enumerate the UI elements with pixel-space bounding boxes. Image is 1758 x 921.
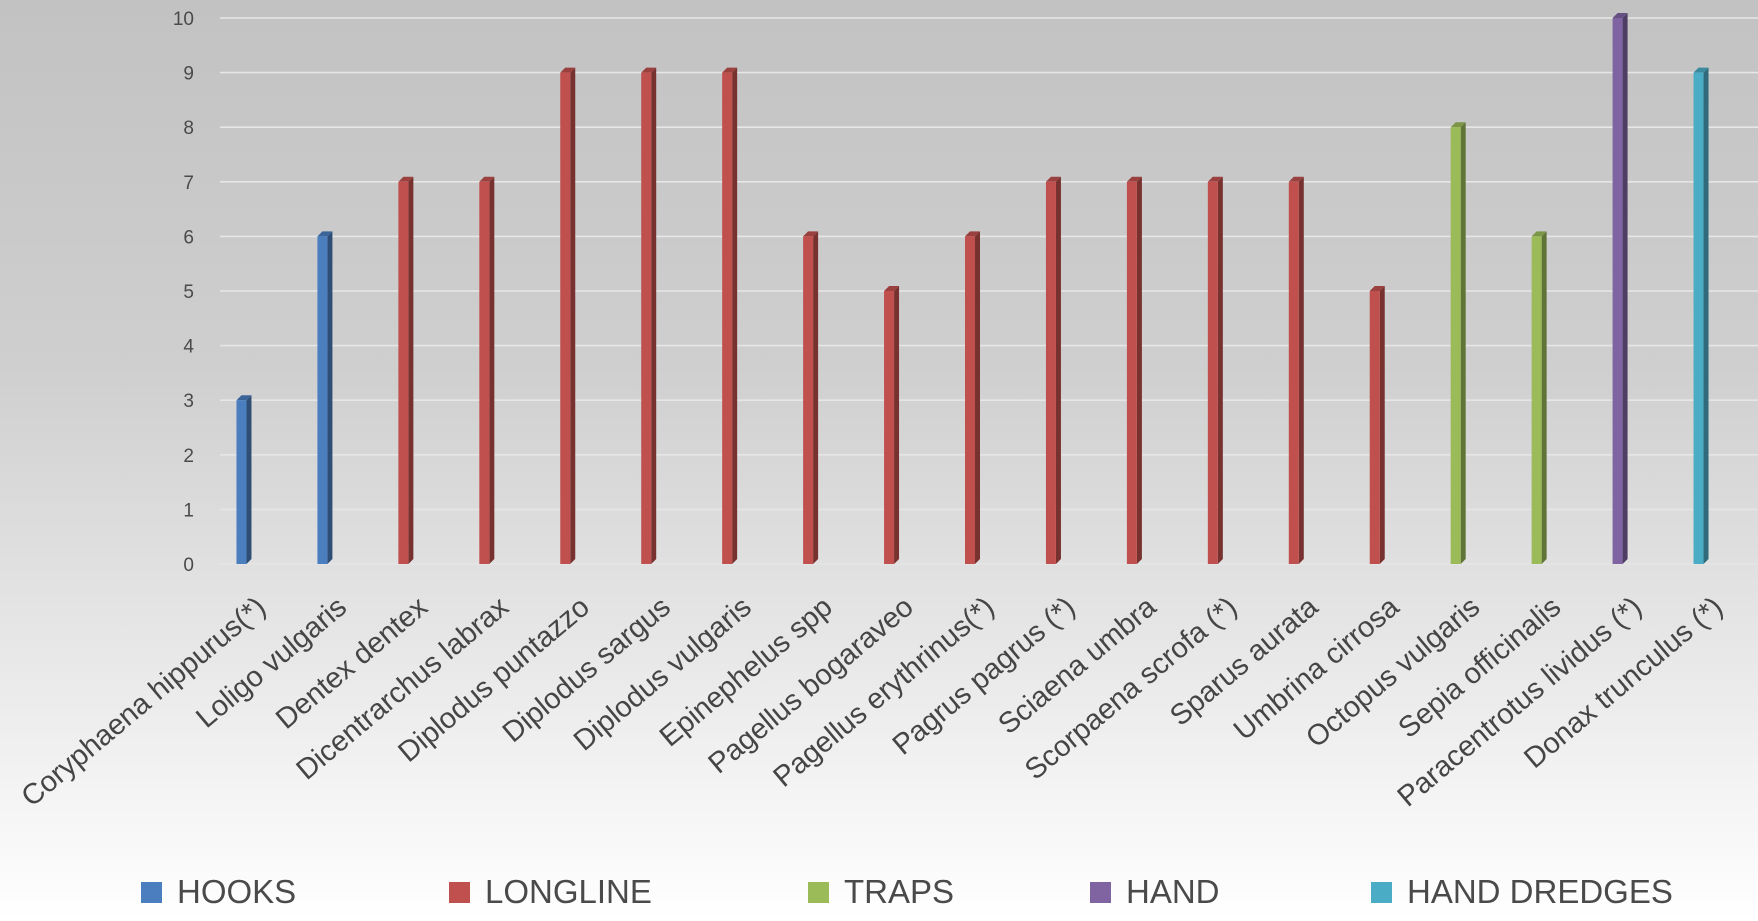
bar	[1126, 176, 1142, 565]
bars	[236, 13, 1709, 565]
bar	[1045, 176, 1061, 565]
legend-label: HAND DREDGES	[1407, 873, 1673, 910]
x-axis-labels: Coryphaena hippurus(*)Loligo vulgarisDen…	[16, 590, 1729, 813]
legend-item: LONGLINE	[449, 873, 652, 910]
y-axis-ticks: 0 1 2 3 4 5 6 7 8 9 10	[173, 9, 195, 576]
bar	[965, 231, 980, 564]
bar	[560, 67, 576, 564]
legend-item: HOOKS	[141, 873, 296, 910]
legend-label: LONGLINE	[485, 873, 652, 910]
y-tick-label: 10	[173, 9, 194, 30]
bar	[398, 176, 414, 565]
y-tick-label: 4	[183, 337, 194, 358]
legend-item: HAND	[1090, 873, 1220, 910]
legend: HOOKS LONGLINE TRAPS HAND HAND DREDGES	[141, 873, 1673, 910]
bar	[1612, 13, 1628, 564]
bar	[479, 176, 495, 565]
legend-item: TRAPS	[808, 873, 954, 910]
legend-swatch	[449, 882, 470, 903]
y-tick-label: 5	[183, 282, 194, 303]
bar	[1207, 176, 1223, 565]
bar	[236, 395, 252, 564]
y-tick-label: 0	[183, 555, 194, 576]
bar	[1693, 67, 1709, 564]
y-tick-label: 3	[183, 391, 194, 412]
legend-label: HOOKS	[177, 873, 296, 910]
bar	[1531, 231, 1547, 564]
y-tick-label: 6	[183, 227, 194, 248]
bar	[803, 231, 819, 564]
legend-item: HAND DREDGES	[1371, 873, 1673, 910]
legend-swatch	[141, 882, 162, 903]
bar	[1288, 176, 1304, 565]
legend-label: TRAPS	[844, 873, 954, 910]
bar	[1450, 122, 1466, 564]
bar	[641, 67, 657, 564]
legend-swatch	[808, 882, 829, 903]
legend-label: HAND	[1126, 873, 1220, 910]
bar	[884, 286, 900, 564]
bar	[317, 231, 333, 564]
bar	[1369, 286, 1385, 564]
legend-swatch	[1371, 882, 1392, 903]
y-tick-label: 9	[183, 64, 194, 85]
bar	[722, 67, 738, 564]
y-tick-label: 1	[183, 500, 194, 521]
y-tick-label: 2	[183, 446, 194, 467]
y-tick-label: 8	[183, 118, 194, 139]
y-tick-label: 7	[183, 173, 194, 194]
gridlines	[220, 17, 1758, 565]
legend-swatch	[1090, 882, 1111, 903]
